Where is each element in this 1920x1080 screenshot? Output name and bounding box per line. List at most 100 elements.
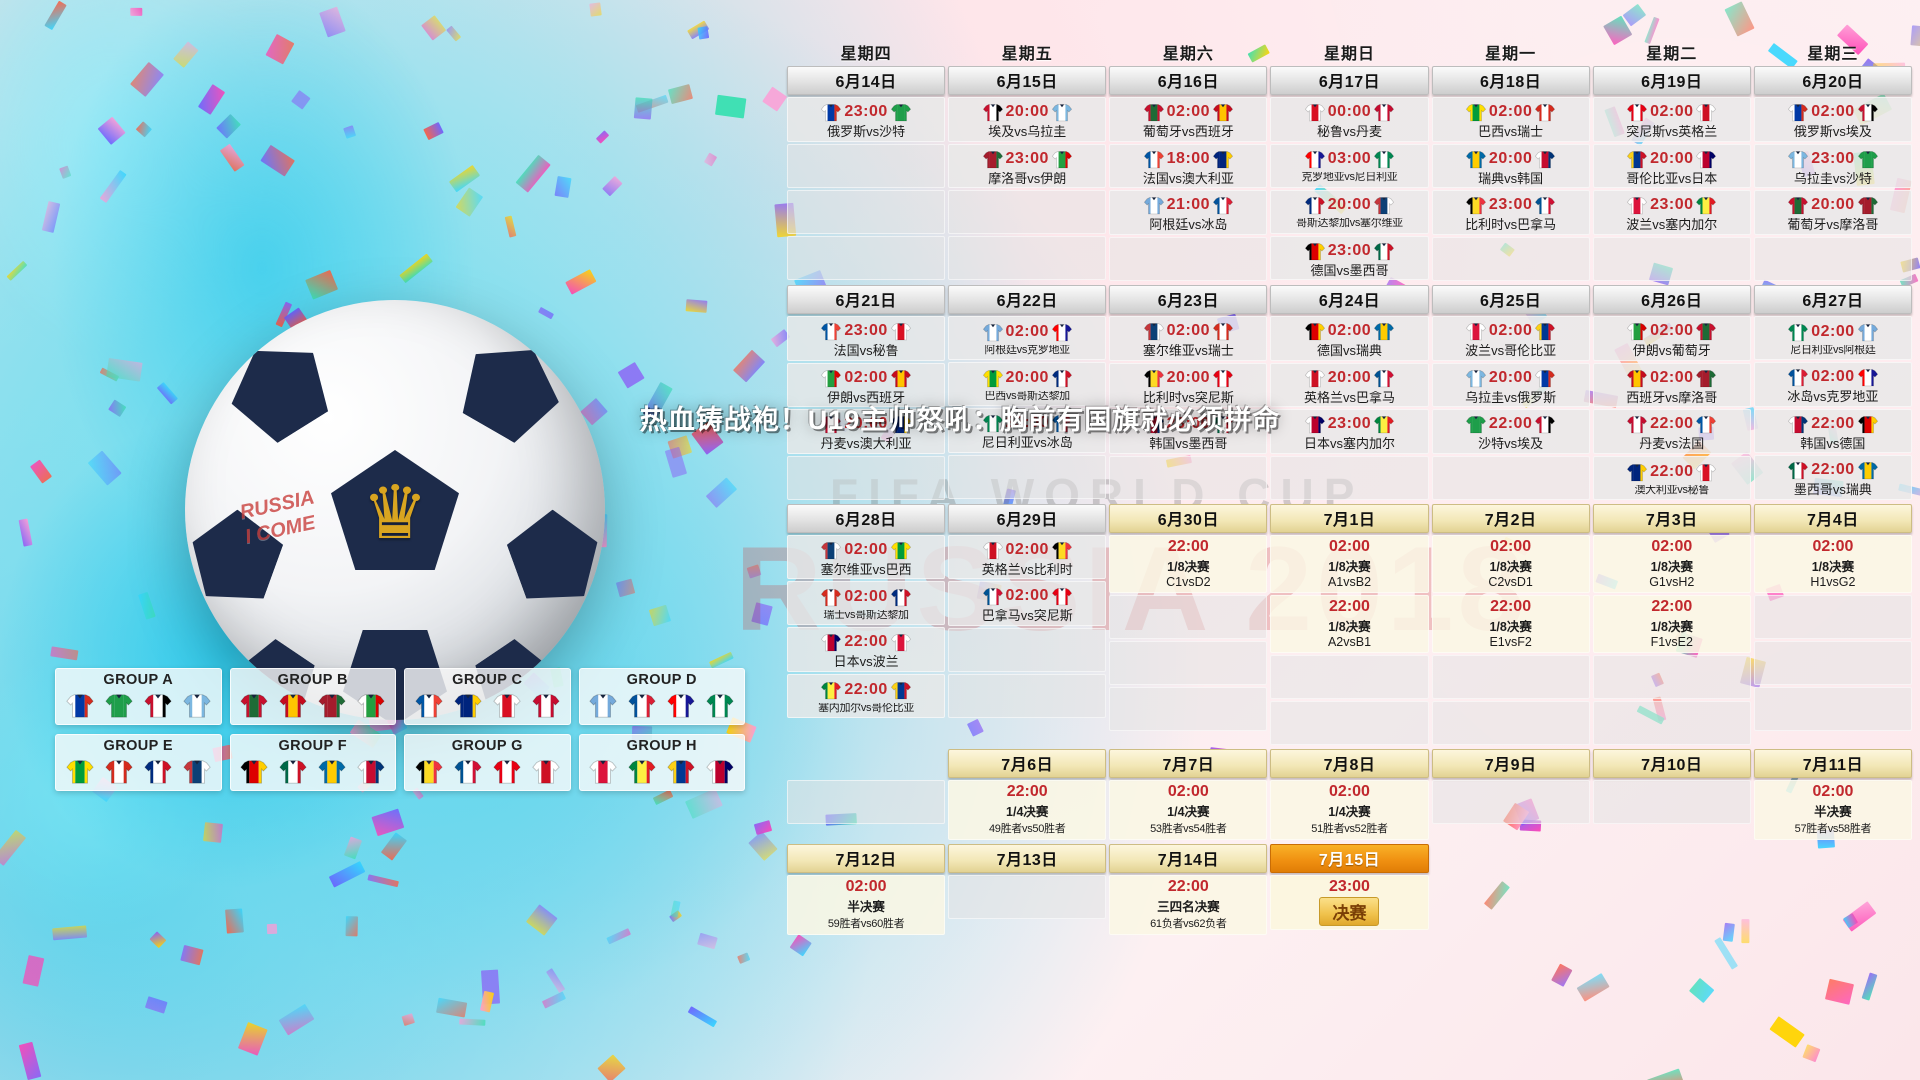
match-cell[interactable]: 20:00 乌拉圭vs俄罗斯 <box>1431 362 1590 408</box>
match-cell[interactable]: 23:00 摩洛哥vs伊朗 <box>948 143 1107 189</box>
match-cell[interactable]: 02:00 突尼斯vs英格兰 <box>1592 97 1751 142</box>
match-cell[interactable]: 23:00 德国vs墨西哥 <box>1270 235 1429 281</box>
match-cell[interactable]: 23:00 日本vs塞内加尔 <box>1270 409 1429 454</box>
knockout-match-cell[interactable]: 22:00 1/8决赛 C1vsD2 <box>1109 534 1268 593</box>
match-cell[interactable]: 20:00 瑞典vs韩国 <box>1431 143 1590 189</box>
schedule-date-header[interactable]: 6月27日 <box>1753 284 1912 314</box>
match-cell[interactable]: 21:00 阿根廷vs冰岛 <box>1109 190 1268 235</box>
match-cell[interactable]: 02:00 阿根廷vs克罗地亚 <box>948 315 1107 360</box>
match-cell[interactable]: 22:00 沙特vs埃及 <box>1431 409 1590 454</box>
schedule-date-header[interactable]: 6月14日 <box>787 66 946 95</box>
match-cell[interactable]: 02:00 瑞士vs哥斯达黎加 <box>787 581 946 626</box>
knockout-match-cell[interactable]: 22:00 三四名决赛 61负者vs62负者 <box>1109 874 1268 935</box>
schedule-date-header[interactable]: 6月18日 <box>1431 66 1590 95</box>
match-cell[interactable]: 23:00 俄罗斯vs沙特 <box>787 97 946 142</box>
match-cell[interactable]: 03:00 克罗地亚vs尼日利亚 <box>1270 143 1429 188</box>
match-cell[interactable]: 20:00 英格兰vs巴拿马 <box>1270 362 1429 408</box>
match-cell[interactable]: 02:00 英格兰vs比利时 <box>948 534 1107 580</box>
match-cell[interactable]: 02:00 尼日利亚vs阿根廷 <box>1753 315 1912 360</box>
schedule-date-header[interactable]: 6月19日 <box>1592 66 1751 95</box>
match-cell[interactable]: 00:00 秘鲁vs丹麦 <box>1270 97 1429 142</box>
group-box-group-e[interactable]: GROUP E <box>55 734 222 791</box>
schedule-date-header[interactable]: 7月13日 <box>948 843 1107 873</box>
group-box-group-a[interactable]: GROUP A <box>55 668 222 725</box>
schedule-date-header[interactable]: 6月21日 <box>787 284 946 314</box>
match-cell[interactable]: 20:00 埃及vs乌拉圭 <box>948 97 1107 142</box>
match-cell[interactable]: 20:00 丹麦vs澳大利亚 <box>787 409 946 454</box>
knockout-match-cell[interactable]: 02:00 1/8决赛 C2vsD1 <box>1431 534 1590 593</box>
schedule-date-header[interactable]: 7月9日 <box>1431 748 1590 778</box>
group-box-group-h[interactable]: GROUP H <box>578 734 745 791</box>
schedule-date-header[interactable]: 7月11日 <box>1753 748 1912 778</box>
match-cell[interactable]: 23:00 尼日利亚vs冰岛 <box>948 407 1107 453</box>
schedule-date-header[interactable]: 6月24日 <box>1270 284 1429 314</box>
knockout-match-cell[interactable]: 02:00 1/4决赛 53胜者vs54胜者 <box>1109 779 1268 840</box>
match-cell[interactable]: 22:00 澳大利亚vs秘鲁 <box>1592 455 1751 500</box>
schedule-date-header[interactable]: 6月20日 <box>1753 66 1912 95</box>
match-cell[interactable]: 22:00 塞内加尔vs哥伦比亚 <box>787 674 946 719</box>
schedule-date-header[interactable]: 7月15日 <box>1270 843 1429 873</box>
match-cell[interactable]: 02:00 巴西vs瑞士 <box>1431 97 1590 142</box>
knockout-match-cell[interactable]: 02:00 1/4决赛 51胜者vs52胜者 <box>1270 779 1429 840</box>
schedule-date-header[interactable]: 6月26日 <box>1592 284 1751 314</box>
schedule-date-header[interactable]: 7月12日 <box>787 843 946 873</box>
knockout-match-cell[interactable]: 22:00 1/4决赛 49胜者vs50胜者 <box>948 779 1107 840</box>
group-box-group-d[interactable]: GROUP D <box>578 668 745 725</box>
knockout-match-cell[interactable]: 02:00 1/8决赛 A1vsB2 <box>1270 534 1429 593</box>
match-cell[interactable]: 22:00 韩国vs德国 <box>1753 408 1912 454</box>
match-cell[interactable]: 02:00 德国vs瑞典 <box>1270 315 1429 361</box>
match-cell[interactable]: 23:00 比利时vs巴拿马 <box>1431 190 1590 235</box>
schedule-date-header[interactable]: 7月10日 <box>1592 748 1751 778</box>
match-cell[interactable]: 02:00 伊朗vs葡萄牙 <box>1592 315 1751 361</box>
match-cell[interactable]: 18:00 法国vs澳大利亚 <box>1109 143 1268 189</box>
knockout-match-cell[interactable]: 02:00 半决赛 59胜者vs60胜者 <box>787 874 946 935</box>
schedule-date-header[interactable]: 6月25日 <box>1431 284 1590 314</box>
schedule-date-header[interactable]: 6月17日 <box>1270 66 1429 95</box>
match-cell[interactable]: 02:00 葡萄牙vs西班牙 <box>1109 97 1268 142</box>
schedule-date-header[interactable]: 6月29日 <box>948 503 1107 533</box>
match-cell[interactable]: 23:00 法国vs秘鲁 <box>787 315 946 361</box>
match-cell[interactable]: 02:00 冰岛vs克罗地亚 <box>1753 361 1912 407</box>
schedule-date-header[interactable]: 7月6日 <box>948 748 1107 778</box>
match-cell[interactable]: 23:00 乌拉圭vs沙特 <box>1753 143 1912 189</box>
match-cell[interactable]: 02:00 巴拿马vs突尼斯 <box>948 581 1107 627</box>
match-cell[interactable]: 23:00 韩国vs墨西哥 <box>1109 409 1268 454</box>
match-cell[interactable]: 20:00 哥斯达黎加vs塞尔维亚 <box>1270 189 1429 234</box>
match-cell[interactable]: 02:00 塞尔维亚vs瑞士 <box>1109 315 1268 361</box>
schedule-date-header[interactable]: 6月16日 <box>1109 66 1268 95</box>
knockout-match-cell[interactable]: 02:00 半决赛 57胜者vs58胜者 <box>1753 779 1912 840</box>
knockout-match-cell[interactable]: 22:00 1/8决赛 E1vsF2 <box>1431 594 1590 653</box>
match-cell[interactable]: 20:00 比利时vs突尼斯 <box>1109 362 1268 408</box>
schedule-date-header[interactable]: 6月22日 <box>948 284 1107 314</box>
match-cell[interactable]: 22:00 日本vs波兰 <box>787 627 946 673</box>
match-cell[interactable]: 02:00 波兰vs哥伦比亚 <box>1431 315 1590 361</box>
schedule-date-header[interactable]: 7月1日 <box>1270 503 1429 533</box>
knockout-match-cell[interactable]: 23:00 决赛 <box>1270 874 1429 930</box>
match-cell[interactable]: 20:00 哥伦比亚vs日本 <box>1592 143 1751 189</box>
schedule-date-header[interactable]: 6月15日 <box>948 66 1107 95</box>
knockout-match-cell[interactable]: 02:00 1/8决赛 G1vsH2 <box>1592 534 1751 593</box>
match-cell[interactable]: 02:00 塞尔维亚vs巴西 <box>787 534 946 580</box>
schedule-date-header[interactable]: 6月28日 <box>787 503 946 533</box>
schedule-date-header[interactable]: 7月4日 <box>1753 503 1912 533</box>
schedule-date-header[interactable]: 7月14日 <box>1109 843 1268 873</box>
match-cell[interactable]: 02:00 俄罗斯vs埃及 <box>1753 97 1912 142</box>
schedule-date-header[interactable]: 6月30日 <box>1109 503 1268 533</box>
group-box-group-b[interactable]: GROUP B <box>229 668 396 725</box>
match-cell[interactable]: 20:00 巴西vs哥斯达黎加 <box>948 361 1107 406</box>
match-cell[interactable]: 23:00 波兰vs塞内加尔 <box>1592 190 1751 235</box>
match-cell[interactable]: 20:00 葡萄牙vs摩洛哥 <box>1753 190 1912 235</box>
schedule-date-header[interactable]: 6月23日 <box>1109 284 1268 314</box>
match-cell[interactable]: 22:00 墨西哥vs瑞典 <box>1753 455 1912 500</box>
match-cell[interactable]: 02:00 西班牙vs摩洛哥 <box>1592 362 1751 408</box>
group-box-group-g[interactable]: GROUP G <box>404 734 571 791</box>
knockout-match-cell[interactable]: 22:00 1/8决赛 F1vsE2 <box>1592 594 1751 653</box>
schedule-date-header[interactable]: 7月3日 <box>1592 503 1751 533</box>
group-box-group-c[interactable]: GROUP C <box>404 668 571 725</box>
knockout-match-cell[interactable]: 02:00 1/8决赛 H1vsG2 <box>1753 534 1912 593</box>
match-cell[interactable]: 22:00 丹麦vs法国 <box>1592 409 1751 454</box>
schedule-date-header[interactable]: 7月7日 <box>1109 748 1268 778</box>
match-cell[interactable]: 02:00 伊朗vs西班牙 <box>787 362 946 408</box>
schedule-date-header[interactable]: 7月8日 <box>1270 748 1429 778</box>
group-box-group-f[interactable]: GROUP F <box>229 734 396 791</box>
